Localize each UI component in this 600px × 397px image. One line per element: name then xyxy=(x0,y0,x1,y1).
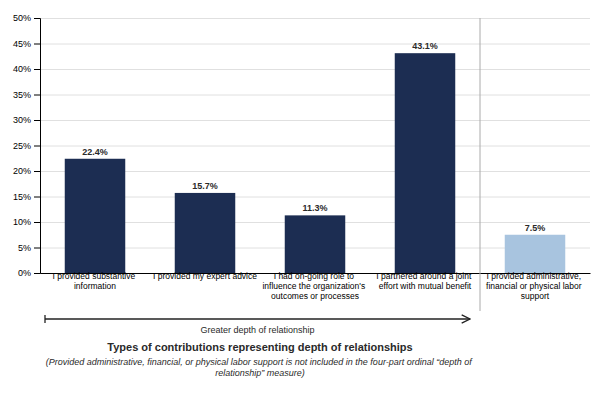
x-axis-note-line: relationship” measure) xyxy=(215,368,305,378)
x-tick-label: I provided my expert advice xyxy=(153,271,257,281)
x-tick-label: I partnered around a joint effort with m… xyxy=(376,271,473,291)
arrow-label: Greater depth of relationship xyxy=(200,325,314,335)
grid-line xyxy=(40,146,590,147)
y-tick-mark xyxy=(34,18,40,19)
grid-tick xyxy=(40,95,590,96)
y-tick-mark xyxy=(34,171,40,172)
y-tick-mark xyxy=(34,69,40,70)
x-tick-label-line: outcomes or processes xyxy=(271,291,359,301)
x-axis-note-line: (Provided administrative, financial, or … xyxy=(46,357,475,367)
y-tick-label: 15% xyxy=(13,192,31,202)
y-tick-label: 10% xyxy=(13,217,31,227)
bottom-texts: Greater depth of relationship Types of co… xyxy=(45,315,474,378)
divider xyxy=(480,18,481,311)
data-label: 11.3% xyxy=(302,203,327,213)
y-tick-mark xyxy=(34,146,40,147)
grid-tick xyxy=(40,120,590,121)
y-tick-label: 35% xyxy=(13,90,31,100)
x-tick-label: I provided administrative, financial or … xyxy=(486,271,584,301)
y-tick: 15% xyxy=(13,192,40,202)
data-label: 7.5% xyxy=(525,223,546,233)
bar xyxy=(285,215,346,273)
y-axis: 0% 5% 10% 15% 20% 25% 30% 35% 40% 45% 50% xyxy=(13,13,41,278)
y-tick-label: 45% xyxy=(13,39,31,49)
x-axis-title: Types of contributions representing dept… xyxy=(107,341,412,353)
x-tick-label-line: influence the organization's xyxy=(262,281,367,291)
x-tick-label-line: I provided my expert advice xyxy=(153,271,257,281)
grid xyxy=(40,19,590,274)
y-tick: 30% xyxy=(13,115,40,125)
y-tick-mark xyxy=(34,120,40,121)
x-tick: I provided substantive information xyxy=(52,271,137,291)
y-tick: 45% xyxy=(13,39,40,49)
bar xyxy=(505,235,566,273)
x-tick: I had on-going role to influence the org… xyxy=(262,271,367,301)
y-tick-label: 0% xyxy=(18,268,31,278)
y-tick-label: 5% xyxy=(18,243,31,253)
y-axis-line xyxy=(34,19,41,274)
y-tick: 40% xyxy=(13,64,40,74)
data-label: 15.7% xyxy=(192,181,218,191)
y-tick: 5% xyxy=(18,243,40,253)
x-tick-label-line: financial or physical labor xyxy=(486,281,584,291)
grid-tick xyxy=(40,44,590,45)
grid-line xyxy=(40,120,590,121)
y-tick-mark xyxy=(34,95,40,96)
chart: 0% 5% 10% 15% 20% 25% 30% 35% 40% 45% 50% I provide… xyxy=(0,0,600,397)
y-tick-mark xyxy=(34,273,40,274)
data-labels: 22.4% 15.7% 11.3% 43.1% 7.5% xyxy=(82,41,545,233)
y-tick: 10% xyxy=(13,217,40,227)
plot: 0% 5% 10% 15% 20% 25% 30% 35% 40% 45% 50% I provide… xyxy=(13,13,591,311)
x-tick-label: I had on-going role to influence the org… xyxy=(262,271,367,301)
y-tick: 35% xyxy=(13,90,40,100)
arrow xyxy=(45,318,470,319)
x-axis: I provided substantive informationI prov… xyxy=(41,271,591,301)
data-label: 22.4% xyxy=(82,147,108,157)
y-tick-label: 40% xyxy=(13,64,31,74)
x-tick-label-line: I provided substantive xyxy=(52,271,137,281)
y-tick-label: 30% xyxy=(13,115,31,125)
grid-line xyxy=(40,44,590,45)
y-tick: 0% xyxy=(18,268,40,278)
y-tick: 25% xyxy=(13,141,40,151)
bar xyxy=(395,53,456,273)
x-tick-label: I provided substantive information xyxy=(52,271,137,291)
bar xyxy=(175,193,236,273)
y-tick-label: 20% xyxy=(13,166,31,176)
bar xyxy=(65,159,126,273)
x-axis-note: (Provided administrative, financial, or … xyxy=(46,357,475,378)
y-tick-mark xyxy=(34,248,40,249)
y-tick-mark xyxy=(34,222,40,223)
y-tick: 20% xyxy=(13,166,40,176)
grid-tick xyxy=(40,146,590,147)
grid-tick xyxy=(40,18,590,19)
x-tick-label-line: I provided administrative, xyxy=(487,271,584,281)
y-tick-mark xyxy=(34,197,40,198)
x-tick-label-line: I partnered around a joint xyxy=(376,271,473,281)
x-tick: I provided administrative, financial or … xyxy=(486,271,584,301)
bars xyxy=(65,53,566,273)
x-tick: I provided my expert advice xyxy=(153,271,257,281)
grid-line xyxy=(40,69,590,70)
y-tick-label: 25% xyxy=(13,141,31,151)
x-tick-label-line: support xyxy=(521,291,550,301)
y-tick: 50% xyxy=(13,13,40,23)
x-tick: I partnered around a joint effort with m… xyxy=(376,271,473,291)
x-tick-label-line: effort with mutual benefit xyxy=(379,281,472,291)
y-tick-mark xyxy=(34,44,40,45)
y-tick-label: 50% xyxy=(13,13,31,23)
grid-tick xyxy=(40,69,590,70)
x-tick-label-line: information xyxy=(74,281,116,291)
data-label: 43.1% xyxy=(412,41,438,51)
arrow-start xyxy=(44,315,45,323)
grid-line xyxy=(40,18,590,19)
x-tick-label-line: I had on-going role to xyxy=(274,271,357,281)
grid-line xyxy=(40,95,590,96)
